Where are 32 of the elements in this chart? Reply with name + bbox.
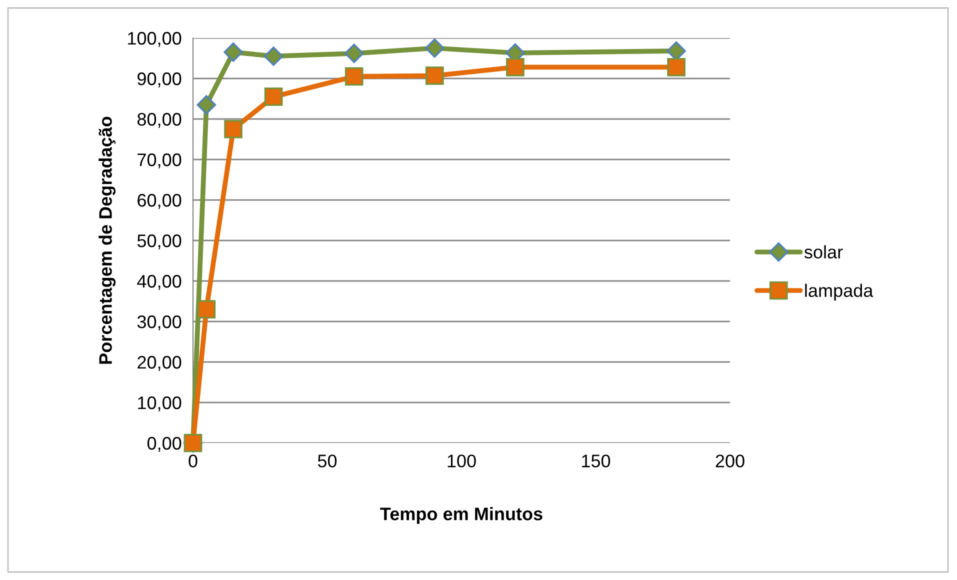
point: [344, 44, 364, 64]
point: [425, 66, 444, 85]
point: [264, 46, 284, 66]
point: [224, 42, 243, 62]
y-tick-label: 0,00: [147, 436, 182, 452]
x-tick-label: 0: [188, 454, 198, 468]
x-tick-label: 50: [318, 454, 337, 468]
point: [224, 120, 242, 138]
point: [344, 67, 364, 86]
y-tick-label: 50,00: [137, 234, 182, 250]
y-tick-label: 70,00: [138, 153, 182, 168]
y-tick-label: 10,00: [138, 396, 182, 412]
y-tick-label: 40,00: [137, 274, 182, 290]
y-tick-label: 100,00: [128, 32, 182, 47]
x-tick-label: 150: [582, 454, 610, 468]
y-tick-label: 30,00: [137, 315, 182, 330]
x-axis-title: Tempo em Minutos: [380, 507, 542, 524]
point: [264, 88, 283, 106]
legend-label: solar: [804, 245, 843, 258]
point: [424, 38, 444, 58]
y-tick-label: 20,00: [138, 356, 182, 371]
point: [196, 95, 216, 114]
point: [197, 300, 216, 319]
x-tick-label: 200: [716, 454, 744, 468]
x-tick-label: 100: [448, 454, 476, 468]
y-tick-label: 80,00: [137, 112, 182, 128]
y-tick-label: 90,00: [138, 72, 182, 88]
point: [667, 58, 686, 76]
legend-label: lampada: [805, 284, 874, 301]
y-tick-label: 60,00: [138, 194, 182, 209]
y-axis-title: Porcentagem de Degradação: [98, 116, 116, 364]
point: [506, 58, 524, 76]
